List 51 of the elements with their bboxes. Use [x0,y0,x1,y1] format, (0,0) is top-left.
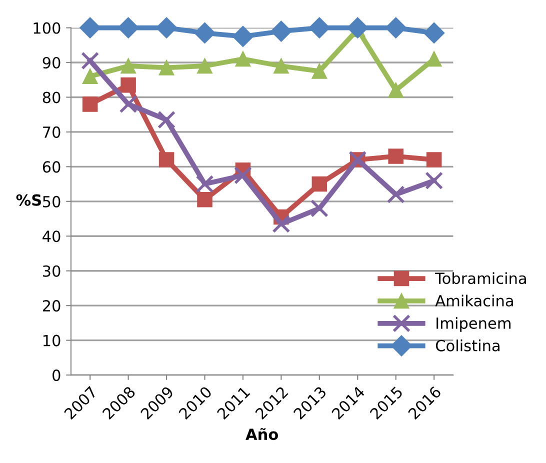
y-tick-label: 40 [42,230,60,242]
point [156,17,178,38]
point [197,58,212,74]
point [388,82,404,98]
point [347,17,368,38]
y-tick-label: 80 [42,92,60,104]
point [235,51,251,67]
y-tick-label: 30 [42,265,60,277]
point [424,22,445,44]
y-tick-label: 50 [42,196,60,208]
point [388,148,404,164]
point [270,20,292,42]
point [120,58,136,74]
y-tick-label: 60 [42,161,60,173]
y-tick-label: 10 [43,334,60,346]
point [196,175,214,194]
legend-label: Imipenem [436,317,510,332]
point [312,176,328,192]
point [82,96,98,112]
point [158,152,174,168]
legend-label: Colistina [436,340,500,352]
y-tick-label: 90 [42,56,60,69]
point [194,22,216,44]
point [274,58,289,74]
legend-label: Tobramicina [435,272,526,284]
point [158,110,176,129]
point [312,64,328,79]
point [385,17,406,38]
legend-label: Amikacina [435,294,513,307]
point [234,166,252,184]
point [120,77,136,93]
point [118,17,139,38]
point [272,214,290,234]
y-axis-title: %S [16,194,41,206]
point [232,26,254,47]
point [426,152,442,168]
point [158,60,174,76]
x-axis-title: Año [246,428,278,440]
point [386,185,405,204]
point [81,52,100,70]
y-tick-label: 0 [52,369,60,382]
point [119,95,138,114]
point [426,51,442,67]
point [82,68,98,84]
point [308,17,330,38]
point [197,192,212,208]
point [310,199,328,218]
y-tick-label: 100 [34,22,60,34]
y-tick-label: 70 [43,126,60,138]
y-tick-label: 20 [42,300,60,312]
point [425,172,444,190]
